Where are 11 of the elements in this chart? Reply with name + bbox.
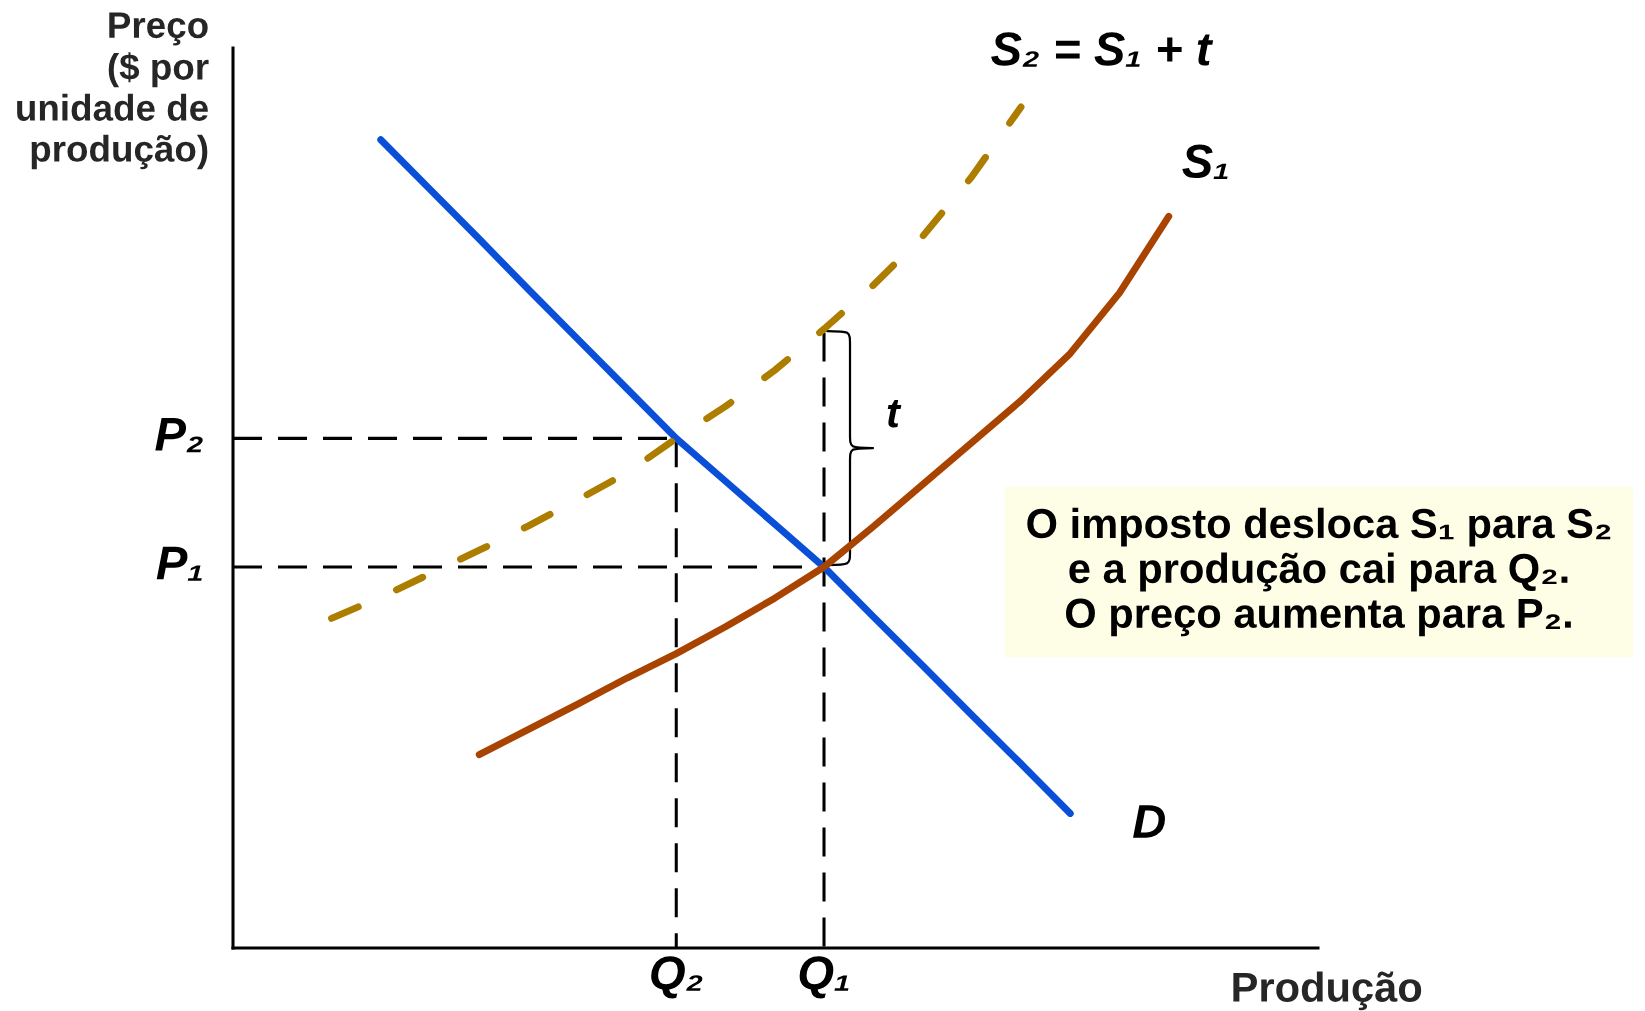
series-label: P₁: [156, 546, 202, 581]
series-label: S₂ = S₁ + t: [991, 32, 1214, 67]
x-tick-label: Q₁: [799, 956, 849, 999]
annotation: t: [887, 399, 902, 428]
series-label: S₁: [1182, 144, 1228, 180]
x-axis-title: Produção: [1233, 971, 1422, 1011]
x-tick-label: Q₂: [651, 956, 703, 999]
series-label: D: [1133, 805, 1165, 838]
annotation: O imposto desloca S₁ para S₂ e a produção cai para Q₂. O preço aumenta para P₂.: [1027, 507, 1611, 637]
y-axis-title: Preço ($ por unidade de produção): [17, 12, 209, 170]
series-label: P₂: [155, 418, 203, 453]
